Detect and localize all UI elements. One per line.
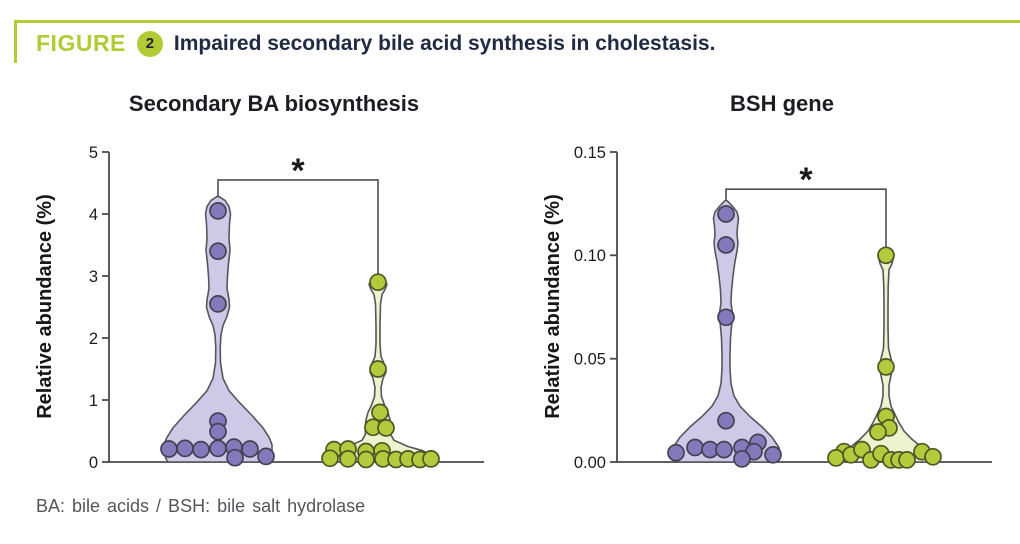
data-point-group-2-green [877,358,895,376]
data-point-group-1-purple [209,439,227,458]
data-point-group-2-green [877,246,895,265]
left-accent-line [14,20,17,63]
figure-header: FIGURE 2 Impaired secondary bile acid sy… [36,30,715,57]
data-point-group-1-purple [717,308,735,327]
y-tick-label: 0.10 [574,247,606,265]
y-tick-label: 0.00 [574,454,606,472]
data-point-group-2-green [321,449,339,468]
chart-title-secondary-ba: Secondary BA biosynthesis [128,91,420,116]
violin-chart-bsh-gene: 0.00 0.05 0.10 0.15 * [574,144,992,472]
chart-title-bsh-gene: BSH gene [730,91,834,116]
significance-star: * [799,161,813,199]
data-point-group-2-green [377,419,395,437]
y-axis-label-column: Relative abundance (%) [534,86,572,482]
data-point-group-1-purple [209,422,227,441]
data-point-group-1-purple [226,448,244,467]
data-point-group-1-purple [715,440,733,459]
y-tick-label: 5 [89,144,98,162]
data-point-group-2-green [369,360,387,378]
data-point-group-1-purple [717,205,735,223]
y-tick-label: 4 [89,206,98,224]
figure-number-badge: 2 [136,30,163,57]
data-point-group-1-purple [733,450,751,468]
data-point-group-2-green [898,451,916,469]
data-point-group-2-green [924,447,942,466]
data-point-group-1-purple [160,440,178,458]
y-tick-label: 0.15 [574,144,606,162]
significance-star: * [291,152,305,190]
plot-column: BSH gene 0.00 0.05 0.10 0.15 * [572,86,992,482]
y-tick-label: 0.05 [574,350,606,368]
y-axis-label: Relative abundance (%) [541,193,564,419]
data-point-group-1-purple [717,236,735,254]
charts-row: Relative abundance (%) Secondary BA bios… [26,86,992,482]
significance-bracket [217,179,379,278]
data-point-group-1-purple [717,411,735,430]
data-point-group-1-purple [257,447,275,466]
violin-group-1-purple [671,199,781,463]
data-point-group-1-purple [209,295,227,313]
data-point-group-1-purple [241,440,259,458]
significance-bracket [725,188,887,250]
data-point-group-1-purple [686,438,704,457]
data-point-group-2-green [357,450,375,469]
data-point-group-1-purple [192,440,210,459]
data-point-group-2-green [339,450,357,468]
panel-bsh-gene: Relative abundance (%) BSH gene 0.00 0.05… [534,86,992,482]
top-accent-line [14,20,1020,23]
panel-secondary-ba-biosynthesis: Relative abundance (%) Secondary BA bios… [26,86,484,482]
data-point-group-2-green [422,450,440,468]
y-tick-label: 1 [89,392,98,410]
data-point-group-2-green [827,449,845,467]
data-point-group-1-purple [209,242,227,261]
data-point-group-2-green [371,403,389,422]
data-point-group-1-purple [176,439,194,458]
violin-chart-secondary-ba: 0 1 2 3 4 5 * [89,144,484,472]
y-tick-label: 2 [89,330,98,348]
data-point-group-1-purple [667,443,685,462]
figure-kicker: FIGURE [36,30,126,56]
figure-title: Impaired secondary bile acid synthesis i… [173,31,716,55]
data-point-group-2-green [869,423,887,441]
y-tick-label: 3 [89,268,98,286]
violin-group-1-purple [163,195,273,463]
data-point-group-1-purple [209,202,227,220]
data-point-group-1-purple [764,445,782,464]
data-point-group-2-green [369,273,387,292]
y-tick-label: 0 [89,454,98,472]
plot-column: Secondary BA biosynthesis 0 1 2 3 4 5 * [64,86,484,482]
axes [108,152,484,463]
y-axis-label: Relative abundance (%) [33,193,56,419]
y-axis-label-column: Relative abundance (%) [26,86,64,482]
abbreviation-footnote: BA: bile acids / BSH: bile salt hydrolas… [36,496,366,516]
